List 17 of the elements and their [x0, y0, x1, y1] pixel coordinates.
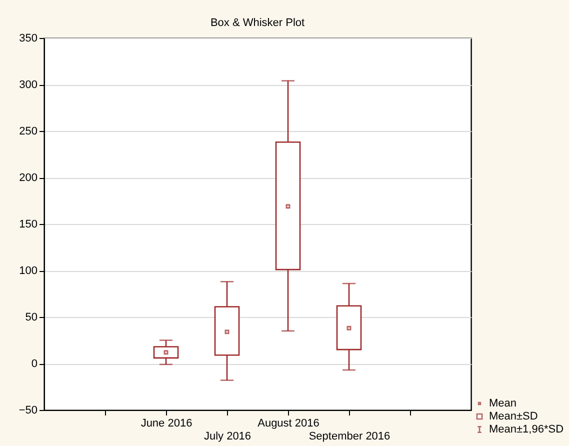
- y-tick-label: 150: [19, 218, 38, 230]
- x-tick-label: August 2016: [258, 418, 320, 430]
- y-tick-label: 350: [19, 32, 38, 44]
- y-tick-label: 0: [31, 358, 38, 370]
- text: Mean±SD: [489, 410, 538, 422]
- x-tick-label: September 2016: [308, 430, 390, 442]
- y-tick-label: 100: [19, 265, 38, 277]
- chart-title: Box & Whisker Plot: [210, 17, 305, 29]
- y-tick-label: 300: [19, 79, 38, 91]
- x-tick-label: June 2016: [140, 418, 192, 430]
- y-tick-label: 50: [25, 312, 38, 324]
- text: Mean±1,96*SD: [489, 424, 564, 436]
- y-tick-label: 250: [19, 126, 38, 138]
- y-tick-label: −50: [18, 404, 38, 416]
- x-tick-label: July 2016: [204, 430, 252, 442]
- y-tick-label: 200: [19, 172, 38, 184]
- text: Mean: [489, 398, 517, 410]
